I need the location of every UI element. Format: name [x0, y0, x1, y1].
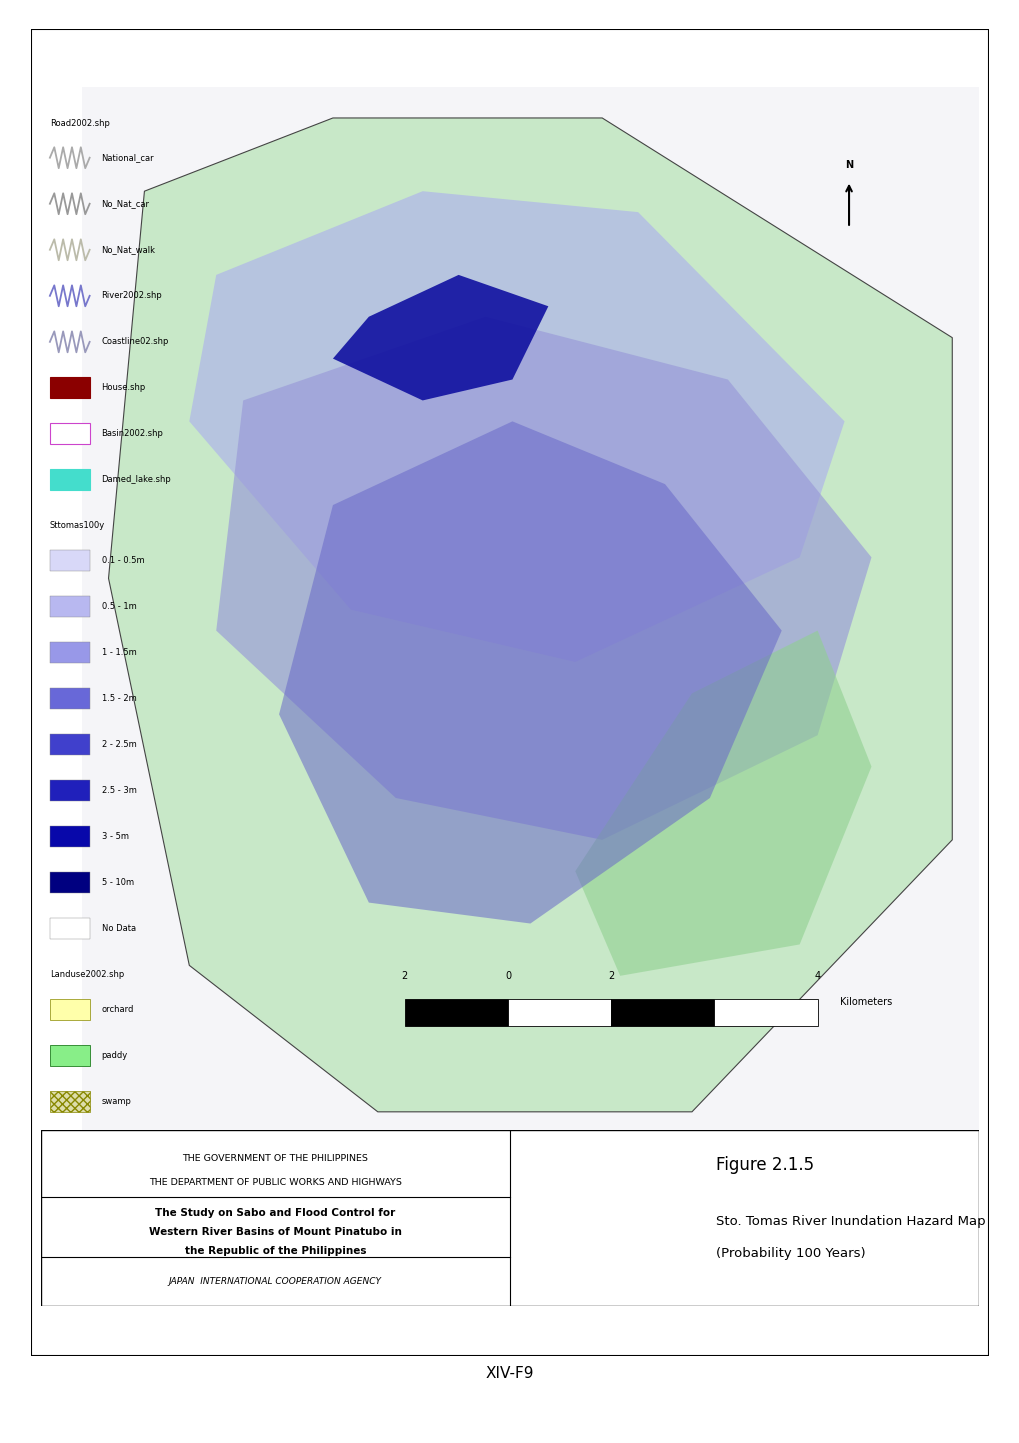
Bar — [50, 469, 90, 491]
Bar — [50, 1045, 90, 1066]
Text: Build-up: Build-up — [102, 1281, 137, 1290]
Text: House.shp: House.shp — [102, 384, 146, 392]
Text: Kilometers: Kilometers — [840, 997, 892, 1007]
Bar — [50, 378, 90, 398]
Text: The Study on Sabo and Flood Control for: The Study on Sabo and Flood Control for — [155, 1208, 395, 1218]
Text: National_car: National_car — [102, 153, 154, 162]
Text: orchard: orchard — [102, 1004, 133, 1014]
Bar — [50, 1137, 90, 1157]
Polygon shape — [575, 631, 870, 975]
Text: Coastline02.shp: Coastline02.shp — [102, 338, 169, 346]
Text: lake: lake — [102, 1189, 119, 1198]
Text: JAPAN  INTERNATIONAL COOPERATION AGENCY: JAPAN INTERNATIONAL COOPERATION AGENCY — [169, 1277, 381, 1286]
Polygon shape — [82, 87, 978, 1133]
Text: 1.5 - 2m: 1.5 - 2m — [102, 694, 137, 703]
Text: Figure 2.1.5: Figure 2.1.5 — [715, 1156, 814, 1175]
Text: 2: 2 — [401, 971, 408, 981]
Bar — [50, 423, 90, 444]
Text: THE GOVERNMENT OF THE PHILIPPINES: THE GOVERNMENT OF THE PHILIPPINES — [182, 1153, 368, 1163]
Text: Sttomas100y: Sttomas100y — [50, 521, 105, 531]
Polygon shape — [108, 118, 952, 1111]
Text: paddy: paddy — [102, 1051, 127, 1059]
Text: the Republic of the Philippines: the Republic of the Philippines — [184, 1247, 366, 1257]
Text: No Data: No Data — [102, 925, 136, 934]
Text: 0.5 - 1m: 0.5 - 1m — [102, 602, 137, 610]
Bar — [50, 1229, 90, 1250]
Text: 3 - 5m: 3 - 5m — [102, 833, 128, 841]
Text: swamp: swamp — [102, 1097, 131, 1105]
Polygon shape — [279, 421, 781, 924]
Bar — [50, 999, 90, 1020]
Bar — [713, 999, 817, 1026]
Bar — [50, 1276, 90, 1296]
Bar — [50, 550, 90, 571]
Bar — [50, 596, 90, 618]
Text: (Probability 100 Years): (Probability 100 Years) — [715, 1247, 865, 1260]
Text: Basin2002.shp: Basin2002.shp — [102, 430, 163, 439]
Bar — [50, 642, 90, 662]
Bar — [50, 827, 90, 847]
Text: 4: 4 — [814, 971, 820, 981]
Text: 2 - 2.5m: 2 - 2.5m — [102, 740, 137, 749]
Bar — [50, 918, 90, 939]
Polygon shape — [190, 192, 844, 662]
Bar — [507, 999, 610, 1026]
Text: 2: 2 — [607, 971, 613, 981]
Text: 0.1 - 0.5m: 0.1 - 0.5m — [102, 556, 144, 566]
Bar — [50, 1091, 90, 1113]
Text: 1 - 1.5m: 1 - 1.5m — [102, 648, 137, 657]
Bar — [50, 872, 90, 893]
Text: THE DEPARTMENT OF PUBLIC WORKS AND HIGHWAYS: THE DEPARTMENT OF PUBLIC WORKS AND HIGHW… — [149, 1177, 401, 1188]
Bar — [50, 734, 90, 755]
Text: Road2002.shp: Road2002.shp — [50, 118, 110, 127]
Bar — [50, 1183, 90, 1203]
Text: Sto. Tomas River Inundation Hazard Map: Sto. Tomas River Inundation Hazard Map — [715, 1215, 985, 1228]
Bar — [50, 781, 90, 801]
Text: Western River Basins of Mount Pinatubo in: Western River Basins of Mount Pinatubo i… — [149, 1227, 401, 1237]
Text: Landuse2002.shp: Landuse2002.shp — [50, 970, 124, 980]
Text: fishpond: fishpond — [102, 1235, 138, 1244]
Bar — [405, 999, 507, 1026]
Text: Damed_lake.shp: Damed_lake.shp — [102, 475, 171, 485]
Polygon shape — [216, 317, 870, 840]
Text: No_Nat_walk: No_Nat_walk — [102, 245, 156, 254]
Polygon shape — [332, 276, 548, 401]
Text: River2002.shp: River2002.shp — [102, 291, 162, 300]
Bar — [610, 999, 713, 1026]
Text: No_Nat_car: No_Nat_car — [102, 199, 150, 208]
Text: 5 - 10m: 5 - 10m — [102, 879, 133, 887]
Bar — [50, 688, 90, 709]
Text: XIV-F9: XIV-F9 — [485, 1367, 534, 1381]
Text: 0: 0 — [504, 971, 511, 981]
Text: upland: upland — [102, 1143, 130, 1152]
Text: 2.5 - 3m: 2.5 - 3m — [102, 786, 137, 795]
Text: N: N — [844, 160, 852, 170]
